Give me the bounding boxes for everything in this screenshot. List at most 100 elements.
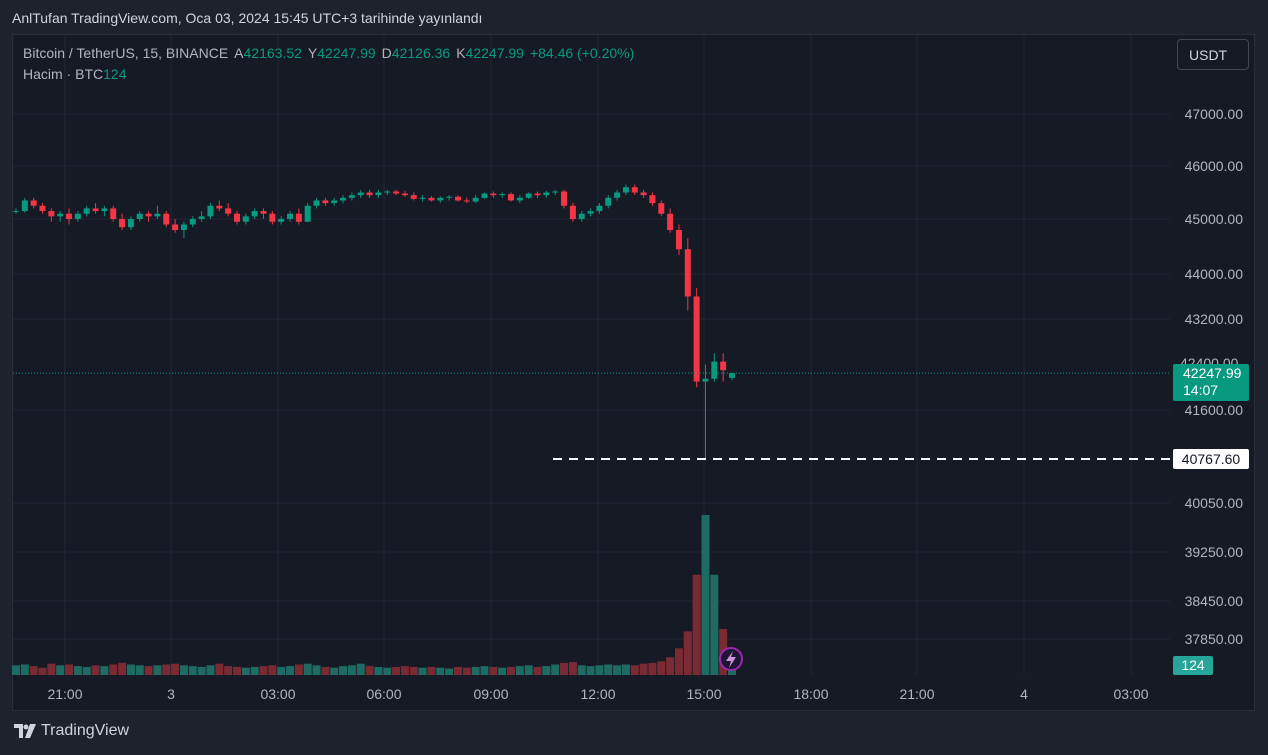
candle-body[interactable] [216,205,223,209]
candle-body[interactable] [684,249,691,297]
candle-body[interactable] [74,213,81,219]
candle-body[interactable] [640,192,647,196]
candle-body[interactable] [384,191,391,193]
candle-body[interactable] [675,230,682,250]
chart-frame[interactable] [12,34,1255,711]
candle-body[interactable] [322,200,329,204]
candle-body[interactable] [729,373,735,378]
volume-bar [259,666,268,675]
candle-body[interactable] [481,193,488,198]
candle-body[interactable] [614,192,621,198]
candle-body[interactable] [437,197,444,201]
candle-body[interactable] [48,211,55,217]
candle-body[interactable] [375,192,382,196]
candle-body[interactable] [516,197,523,201]
candle-body[interactable] [393,191,400,194]
candle-body[interactable] [57,213,64,217]
candle-body[interactable] [525,193,532,198]
candle-body[interactable] [552,191,559,193]
lightning-icon[interactable] [719,647,743,671]
candle-body[interactable] [508,194,515,201]
candle-body[interactable] [225,208,232,214]
candle-body[interactable] [127,219,134,228]
candle-body[interactable] [172,224,179,231]
candle-body[interactable] [287,213,294,219]
candle-body[interactable] [119,219,126,228]
candle-body[interactable] [92,208,99,212]
candle-body[interactable] [428,197,435,201]
candle-body[interactable] [295,213,302,222]
candle-body[interactable] [207,205,214,217]
candle-body[interactable] [269,213,276,222]
candle-body[interactable] [136,213,143,219]
candle-body[interactable] [605,197,612,206]
candle-body[interactable] [401,193,408,196]
candle-body[interactable] [578,213,585,219]
candle-body[interactable] [348,195,355,198]
candle-body[interactable] [658,203,665,214]
candle-body[interactable] [561,191,568,206]
candle-body[interactable] [534,193,541,196]
x-tick-label: 03:00 [260,686,295,702]
candle-body[interactable] [340,197,347,201]
candle-body[interactable] [189,219,196,225]
candle-body[interactable] [667,213,674,230]
candle-body[interactable] [198,216,205,219]
candle-body[interactable] [304,205,311,222]
candle-body[interactable] [463,200,470,202]
candle-body[interactable] [543,192,550,196]
candle-body[interactable] [472,197,479,202]
candle-body[interactable] [233,213,240,222]
volume-bar [471,666,480,675]
candle-body[interactable] [622,187,629,193]
candle-body[interactable] [242,216,249,222]
candle-body[interactable] [499,194,506,196]
candle-body[interactable] [649,195,656,204]
volume-bar [657,661,666,675]
candle-body[interactable] [278,219,285,222]
volume-tag: 124 [1173,656,1213,675]
candle-body[interactable] [145,213,152,217]
candle-body[interactable] [419,197,426,199]
candle-body[interactable] [410,195,417,199]
volume-bar [29,666,38,675]
candle-body[interactable] [180,224,187,231]
candle-body[interactable] [366,192,373,196]
candle-body[interactable] [693,296,700,382]
candle-body[interactable] [13,211,19,213]
candle-body[interactable] [163,213,170,225]
candle-body[interactable] [260,211,267,214]
candle-body[interactable] [154,213,161,217]
candle-body[interactable] [331,200,338,204]
volume-bar [206,665,215,675]
candle-body[interactable] [446,196,453,198]
candle-body[interactable] [83,208,90,214]
volume-tag-value: 124 [1181,657,1205,673]
candle-body[interactable] [702,378,709,382]
candle-body[interactable] [631,187,638,193]
candle-body[interactable] [313,200,320,206]
candle-body[interactable] [21,200,28,212]
candle-body[interactable] [66,213,73,219]
candle-body[interactable] [110,208,117,219]
candle-body[interactable] [101,208,108,212]
candle-body[interactable] [454,196,461,201]
y-tick-label: 40050.00 [1185,495,1244,511]
candle-body[interactable] [30,200,37,206]
candle-body[interactable] [711,361,718,379]
candle-body[interactable] [587,211,594,214]
candle-body[interactable] [357,192,364,196]
volume-bar [215,663,224,675]
volume-bars [12,515,736,675]
candle-body[interactable] [596,205,603,212]
candle-body[interactable] [720,361,727,371]
candle-body[interactable] [569,205,576,219]
tradingview-brand[interactable]: TradingView [14,722,129,740]
volume-bar [321,666,330,675]
currency-button[interactable]: USDT [1177,39,1249,70]
volume-bar [524,665,533,675]
candle-body[interactable] [490,193,497,196]
candle-body[interactable] [39,205,46,212]
candle-body[interactable] [251,211,258,217]
